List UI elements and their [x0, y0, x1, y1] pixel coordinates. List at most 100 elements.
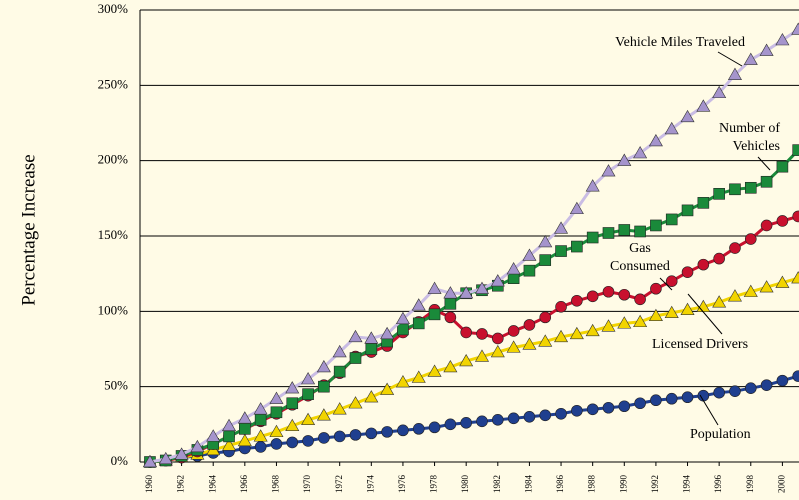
point	[460, 417, 472, 429]
point	[697, 389, 710, 402]
series-label: Licensed Drivers	[652, 337, 749, 352]
point	[665, 275, 678, 288]
x-tick-label: 1988	[587, 475, 597, 494]
point	[602, 227, 615, 239]
x-tick-label: 1984	[523, 475, 533, 494]
point	[459, 353, 474, 367]
leader-line	[757, 156, 771, 171]
y-tick-label: 200%	[98, 152, 129, 167]
point	[381, 426, 393, 438]
point	[681, 266, 694, 278]
x-tick-label: 1972	[334, 475, 344, 493]
point	[476, 328, 488, 340]
point	[792, 370, 799, 382]
point	[633, 314, 648, 328]
point	[727, 67, 742, 80]
point	[760, 175, 773, 188]
point	[696, 99, 711, 112]
point	[775, 33, 790, 46]
point	[395, 311, 410, 325]
point	[634, 225, 646, 238]
point	[713, 386, 725, 399]
point	[348, 329, 363, 343]
point	[585, 179, 600, 192]
point	[776, 374, 789, 387]
x-tick-label: 1976	[397, 475, 407, 494]
x-tick-label: 1970	[302, 475, 312, 494]
point	[239, 423, 251, 435]
point	[681, 204, 694, 217]
point	[158, 451, 173, 465]
point	[760, 379, 773, 391]
x-tick-label: 1990	[618, 475, 628, 494]
point	[681, 391, 694, 404]
point	[365, 427, 378, 440]
point	[380, 382, 395, 395]
y-tick-label: 300%	[98, 1, 129, 16]
point	[316, 408, 331, 421]
point	[286, 397, 299, 410]
point	[412, 423, 425, 435]
point	[713, 252, 725, 265]
point	[174, 447, 189, 460]
point	[664, 305, 679, 319]
x-tick-label: 1994	[682, 475, 692, 494]
point	[507, 412, 520, 425]
x-tick-label: 1998	[745, 475, 755, 494]
point	[301, 372, 316, 385]
point	[729, 183, 741, 196]
point	[395, 375, 410, 388]
point	[760, 219, 773, 232]
series-label: Gas Consumed	[610, 241, 670, 274]
point	[476, 415, 488, 428]
point	[397, 323, 409, 336]
point	[221, 418, 237, 432]
point	[522, 337, 537, 350]
point	[270, 438, 283, 450]
point	[617, 316, 632, 329]
point	[253, 402, 268, 415]
point	[223, 430, 235, 443]
leader-line	[717, 51, 743, 67]
point	[333, 430, 346, 443]
point	[443, 359, 458, 373]
point	[650, 282, 662, 295]
point	[602, 401, 615, 414]
point	[492, 332, 504, 345]
point	[428, 421, 441, 434]
point	[539, 409, 552, 422]
point	[697, 197, 710, 209]
point	[492, 414, 504, 426]
point	[302, 388, 314, 401]
x-tick-label: 1962	[176, 475, 186, 493]
point	[650, 394, 662, 407]
x-tick-label: 1980	[460, 475, 470, 494]
point	[555, 407, 567, 420]
point	[539, 311, 552, 324]
point	[285, 418, 300, 432]
point	[555, 245, 567, 257]
point	[744, 382, 757, 394]
x-tick-label: 1996	[713, 475, 723, 494]
point	[554, 329, 569, 343]
y-tick-label: 100%	[98, 302, 129, 317]
point	[427, 281, 442, 294]
x-tick-label: 1960	[144, 475, 154, 494]
point	[648, 308, 663, 322]
point	[634, 397, 646, 410]
point	[554, 221, 569, 234]
point	[665, 392, 678, 405]
y-tick-label: 0%	[111, 453, 129, 468]
point	[743, 52, 758, 65]
point	[633, 146, 648, 159]
leader-line	[699, 394, 719, 426]
point	[586, 403, 599, 416]
point	[427, 364, 442, 377]
point	[523, 319, 536, 331]
point	[618, 288, 631, 301]
point	[444, 297, 457, 310]
point	[697, 258, 710, 271]
point	[206, 429, 221, 442]
